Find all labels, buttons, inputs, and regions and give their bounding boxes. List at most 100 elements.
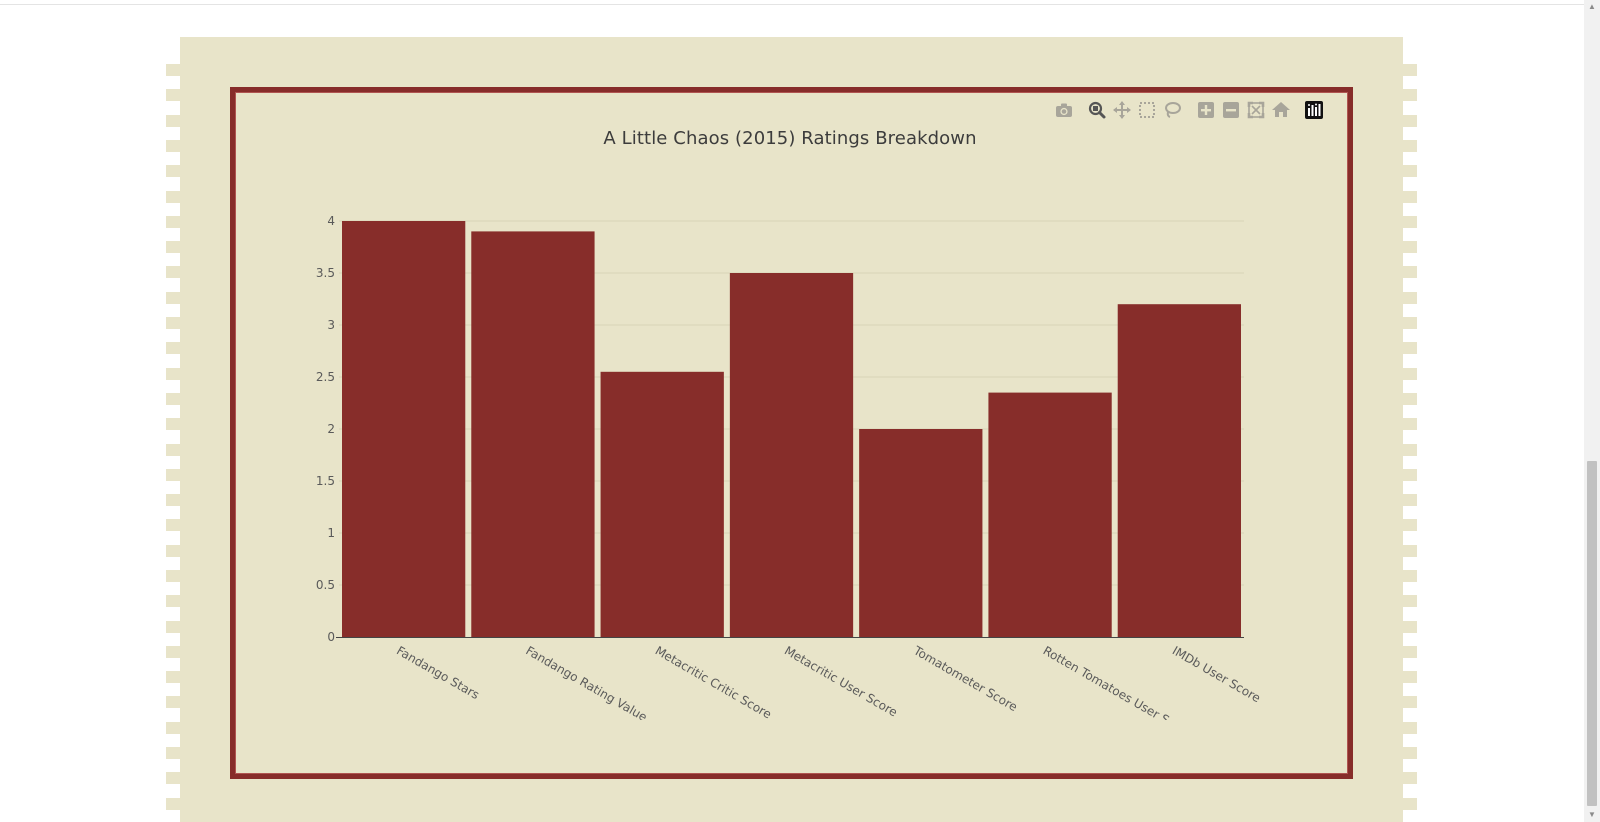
perforation bbox=[1403, 469, 1417, 481]
perforation bbox=[1403, 545, 1417, 557]
x-tick-label: Fandango Stars bbox=[394, 643, 482, 702]
perforation bbox=[166, 89, 180, 101]
perforation bbox=[1403, 671, 1417, 683]
perforation bbox=[166, 494, 180, 506]
perforation bbox=[166, 696, 180, 708]
perforation bbox=[166, 798, 180, 810]
perforation bbox=[1403, 216, 1417, 228]
autoscale-icon[interactable] bbox=[1246, 100, 1266, 120]
y-tick-label: 2.5 bbox=[316, 370, 335, 384]
perforation bbox=[166, 418, 180, 430]
y-tick-label: 3 bbox=[327, 318, 335, 332]
y-tick-label: 4 bbox=[327, 214, 335, 228]
perforation bbox=[166, 115, 180, 127]
perforation bbox=[166, 646, 180, 658]
lasso-select-icon[interactable] bbox=[1162, 100, 1182, 120]
x-tick-label: IMDb User Score bbox=[1170, 643, 1263, 705]
perforation bbox=[166, 545, 180, 557]
y-tick-label: 0.5 bbox=[316, 578, 335, 592]
bar[interactable] bbox=[342, 221, 466, 637]
bar[interactable] bbox=[729, 273, 854, 637]
zoom-icon[interactable] bbox=[1087, 100, 1107, 120]
perforation bbox=[1403, 646, 1417, 658]
y-tick-label: 1.5 bbox=[316, 474, 335, 488]
perforation bbox=[1403, 64, 1417, 76]
chart-title: A Little Chaos (2015) Ratings Breakdown bbox=[603, 128, 977, 149]
bar[interactable] bbox=[471, 231, 595, 637]
perforation bbox=[166, 519, 180, 531]
perforation bbox=[1403, 165, 1417, 177]
perforation bbox=[166, 266, 180, 278]
perforation bbox=[1403, 317, 1417, 329]
perforation bbox=[1403, 595, 1417, 607]
pan-icon[interactable] bbox=[1112, 100, 1132, 120]
x-tick-label: Fandango Rating Value bbox=[523, 643, 649, 724]
scroll-down-icon[interactable]: ▼ bbox=[1588, 810, 1596, 819]
x-tick-label: Rotten Tomatoes User Score bbox=[1041, 643, 1195, 740]
box-select-icon[interactable] bbox=[1137, 100, 1157, 120]
bar[interactable] bbox=[1117, 304, 1241, 637]
perforation bbox=[166, 595, 180, 607]
plotly-logo-icon[interactable] bbox=[1304, 100, 1324, 120]
perforation bbox=[1403, 241, 1417, 253]
perforation bbox=[1403, 292, 1417, 304]
perforation bbox=[1403, 696, 1417, 708]
perforation bbox=[166, 368, 180, 380]
x-tick-label: Metacritic User Score bbox=[782, 643, 900, 719]
perforation bbox=[166, 671, 180, 683]
perforation bbox=[1403, 342, 1417, 354]
scroll-up-icon[interactable]: ▲ bbox=[1588, 2, 1596, 11]
perforation bbox=[1403, 191, 1417, 203]
reset-axes-icon[interactable] bbox=[1271, 100, 1291, 120]
perforation bbox=[1403, 266, 1417, 278]
perforation bbox=[166, 444, 180, 456]
perforation bbox=[166, 469, 180, 481]
perforation bbox=[1403, 444, 1417, 456]
perforation bbox=[166, 393, 180, 405]
perforation bbox=[1403, 115, 1417, 127]
perforation bbox=[166, 570, 180, 582]
perforation bbox=[166, 165, 180, 177]
perforation bbox=[1403, 418, 1417, 430]
perforation bbox=[166, 317, 180, 329]
y-tick-label: 1 bbox=[327, 526, 335, 540]
perforation bbox=[166, 241, 180, 253]
bar[interactable] bbox=[988, 392, 1112, 637]
perforation bbox=[1403, 798, 1417, 810]
x-tick-labels: Fandango Stars Fandango Rating Value Metac… bbox=[394, 643, 1263, 740]
perforation bbox=[166, 216, 180, 228]
y-tick-label: 3.5 bbox=[316, 266, 335, 280]
bar[interactable] bbox=[600, 371, 724, 637]
perforation bbox=[166, 772, 180, 784]
x-tick-label: Tomatometer Score bbox=[910, 643, 1019, 714]
perforation bbox=[1403, 494, 1417, 506]
perforation bbox=[1403, 89, 1417, 101]
y-tick-label: 2 bbox=[327, 422, 335, 436]
perforation bbox=[1403, 722, 1417, 734]
perforation bbox=[166, 722, 180, 734]
perforation bbox=[1403, 519, 1417, 531]
x-tick-label: Metacritic Critic Score bbox=[653, 643, 774, 721]
scrollbar-thumb[interactable] bbox=[1587, 461, 1597, 806]
zoom-out-icon[interactable] bbox=[1221, 100, 1241, 120]
perforation bbox=[166, 140, 180, 152]
perforation bbox=[166, 621, 180, 633]
perforation bbox=[1403, 772, 1417, 784]
y-tick-label: 0 bbox=[327, 630, 335, 644]
download-plot-icon[interactable] bbox=[1054, 100, 1074, 120]
perforation bbox=[1403, 747, 1417, 759]
perforation bbox=[166, 191, 180, 203]
bar[interactable] bbox=[859, 429, 983, 637]
perforation bbox=[166, 342, 180, 354]
perforation bbox=[1403, 140, 1417, 152]
browser-top-rule bbox=[0, 0, 1584, 5]
perforation bbox=[1403, 393, 1417, 405]
perforation bbox=[166, 747, 180, 759]
perforation bbox=[166, 292, 180, 304]
perforation bbox=[1403, 570, 1417, 582]
perforation bbox=[166, 64, 180, 76]
perforation bbox=[1403, 368, 1417, 380]
page-scrollbar[interactable]: ▲ ▼ bbox=[1584, 0, 1600, 822]
zoom-in-icon[interactable] bbox=[1196, 100, 1216, 120]
